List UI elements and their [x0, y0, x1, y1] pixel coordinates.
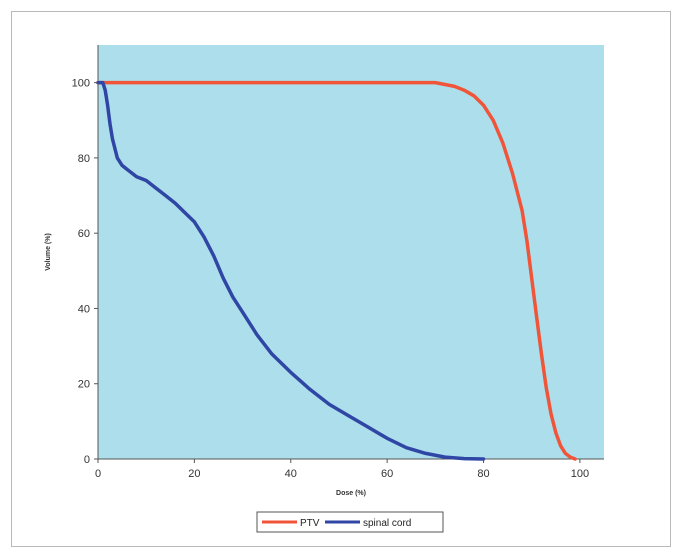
series-line-ptv	[96, 80, 577, 461]
chart: 0 20 40 60 80 100 0 20 40 60 80 100 Volume (%) Dose…	[45, 45, 604, 533]
legend: PTV spinal cord	[256, 511, 444, 533]
series-layer	[96, 80, 577, 461]
chart-frame: 0 20 40 60 80 100 0 20 40 60 80 100 Volume (%) Dose…	[11, 11, 671, 547]
y-tick-label: 0	[84, 454, 90, 466]
x-tick-label: 20	[188, 468, 200, 480]
y-tick-label: 100	[72, 78, 90, 90]
y-tick-label: 20	[78, 379, 90, 391]
x-axis-label: Dose (%)	[336, 490, 366, 497]
ticks-layer: 0 20 40 60 80 100 0 20 40 60 80 100	[72, 78, 589, 480]
x-tick-label: 0	[95, 468, 101, 480]
plot-area	[98, 45, 604, 459]
y-tick-label: 40	[78, 303, 90, 315]
series-line-spinal-cord	[96, 80, 486, 461]
x-tick-label: 40	[285, 468, 297, 480]
x-tick-label: 60	[381, 468, 393, 480]
legend-label-spinal-cord: spinal cord	[363, 518, 411, 529]
x-tick-label: 80	[477, 468, 489, 480]
legend-label-ptv: PTV	[300, 518, 320, 529]
x-tick-label: 100	[571, 468, 589, 480]
axes	[97, 45, 604, 460]
y-tick-label: 80	[78, 153, 90, 165]
y-axis-label: Volume (%)	[45, 233, 52, 271]
y-tick-label: 60	[78, 228, 90, 240]
